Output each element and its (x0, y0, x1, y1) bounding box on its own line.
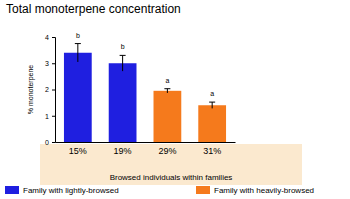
error-line (167, 89, 168, 93)
y-tick-label: 0 (45, 139, 49, 146)
x-tick: 29% (158, 142, 176, 156)
y-tick: 0 (45, 139, 55, 146)
error-cap (75, 43, 81, 44)
legend-item: Family with lightly-browsed (5, 186, 119, 195)
label-band (40, 144, 302, 185)
legend-label: Family with lightly-browsed (23, 186, 119, 195)
error-cap (120, 55, 126, 56)
y-axis-line (52, 38, 56, 143)
legend-swatch (196, 186, 210, 194)
x-tick: 19% (114, 142, 132, 156)
x-tick: 31% (203, 142, 221, 156)
y-axis: 0 1 2 3 4 (45, 34, 55, 146)
bar (109, 63, 137, 142)
y-tick-mark (52, 90, 55, 91)
error-bar (75, 44, 81, 62)
y-tick: 3 (45, 60, 55, 67)
x-tick: 15% (69, 142, 87, 156)
y-tick: 4 (45, 34, 55, 41)
error-line (122, 55, 123, 71)
annotation: a (165, 77, 169, 84)
y-tick-label: 3 (45, 60, 49, 67)
y-tick-label: 4 (45, 34, 49, 41)
error-bar (209, 102, 215, 108)
y-tick: 2 (45, 86, 55, 93)
x-axis-line (56, 142, 236, 143)
legend-label: Family with heavily-browsed (214, 186, 314, 195)
bar (64, 53, 92, 142)
bars (64, 44, 226, 142)
annotation: b (76, 32, 80, 39)
y-tick-label: 1 (45, 112, 49, 119)
x-tick-label: 19% (114, 146, 132, 156)
legend-swatch (5, 186, 19, 194)
error-bar (164, 89, 170, 93)
x-tick-label: 31% (203, 146, 221, 156)
title: Total monoterpene concentration (6, 2, 181, 16)
bar (198, 105, 226, 142)
y-tick-mark (52, 63, 55, 64)
y-tick-mark (52, 142, 55, 143)
chart: Total monoterpene concentration 0 1 2 3 4 % mo… (0, 0, 350, 199)
y-tick: 1 (45, 112, 55, 119)
x-tick-label: 15% (69, 146, 87, 156)
error-line (212, 102, 213, 108)
y-tick-mark (52, 116, 55, 117)
bar (154, 91, 182, 142)
x-label: Browsed individuals within families (110, 173, 233, 182)
x-axis: 15% 19% 29% 31% (56, 142, 236, 156)
legend-item: Family with heavily-browsed (196, 186, 314, 195)
y-tick-label: 2 (45, 86, 49, 93)
error-cap (209, 102, 215, 103)
y-label: % monoterpene (27, 65, 35, 115)
annotation: a (210, 90, 214, 97)
annotation: b (121, 43, 125, 50)
error-cap (164, 88, 170, 89)
error-bar (120, 55, 126, 71)
error-line (77, 44, 78, 62)
y-tick-mark (52, 37, 55, 38)
x-tick-label: 29% (158, 146, 176, 156)
